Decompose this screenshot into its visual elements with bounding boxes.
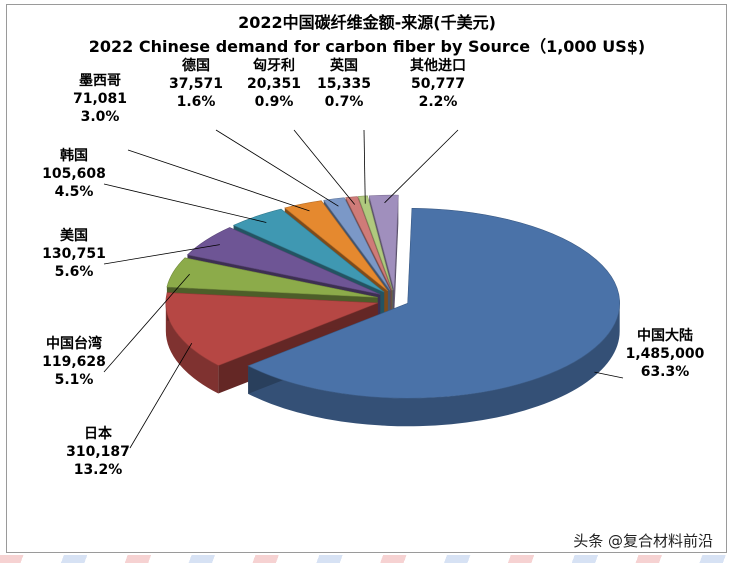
pie-slice (345, 196, 392, 291)
leader-line (594, 371, 624, 379)
slice-label: 德国 37,571 1.6% (169, 57, 223, 110)
chart-title: 2022中国碳纤维金额-来源(千美元) (238, 13, 496, 32)
pie-slice (323, 197, 391, 291)
chart-subtitle: 2022 Chinese demand for carbon fiber by … (89, 37, 645, 56)
pie-slice (166, 257, 378, 298)
pie-slice-cut (394, 195, 399, 319)
slice-label: 中国大陆 1,485,000 63.3% (626, 327, 705, 380)
leader-line (127, 149, 310, 212)
pie-slice-side (248, 303, 620, 427)
pie-slice (284, 200, 389, 292)
leader-line (103, 244, 220, 265)
slice-label: 其他进口 50,777 2.2% (410, 57, 466, 110)
pie-slice (165, 292, 378, 366)
watermark-text: 头条 @复合材料前沿 (573, 532, 713, 550)
decorative-stripe (0, 555, 735, 563)
slice-label: 英国 15,335 0.7% (317, 57, 371, 110)
slice-label: 匈牙利 20,351 0.9% (247, 57, 301, 110)
slice-label: 日本 310,187 13.2% (66, 425, 130, 478)
pie-tops (165, 194, 620, 399)
leader-line (293, 129, 356, 205)
leader-line (129, 342, 193, 449)
leader-line (384, 129, 459, 204)
leader-lines (103, 129, 624, 449)
slice-label: 美国 130,751 5.6% (42, 227, 106, 280)
pie-slice (232, 208, 385, 293)
leader-line (103, 183, 267, 223)
pie-slice-side (165, 302, 219, 394)
pie-slice (357, 195, 393, 291)
pie-slice (186, 227, 381, 295)
pie-slice (247, 207, 620, 399)
leader-line (363, 129, 366, 204)
slice-label: 墨西哥 71,081 3.0% (73, 73, 127, 125)
pie-slice (368, 194, 399, 291)
slice-label: 韩国 105,608 4.5% (42, 147, 106, 200)
slice-label: 中国台湾 119,628 5.1% (42, 335, 106, 388)
data-labels: 中国大陆 1,485,000 63.3% 日本 310,187 13.2% 中国台湾 119,… (42, 57, 705, 478)
leader-line (215, 129, 339, 207)
leader-line (103, 273, 190, 373)
